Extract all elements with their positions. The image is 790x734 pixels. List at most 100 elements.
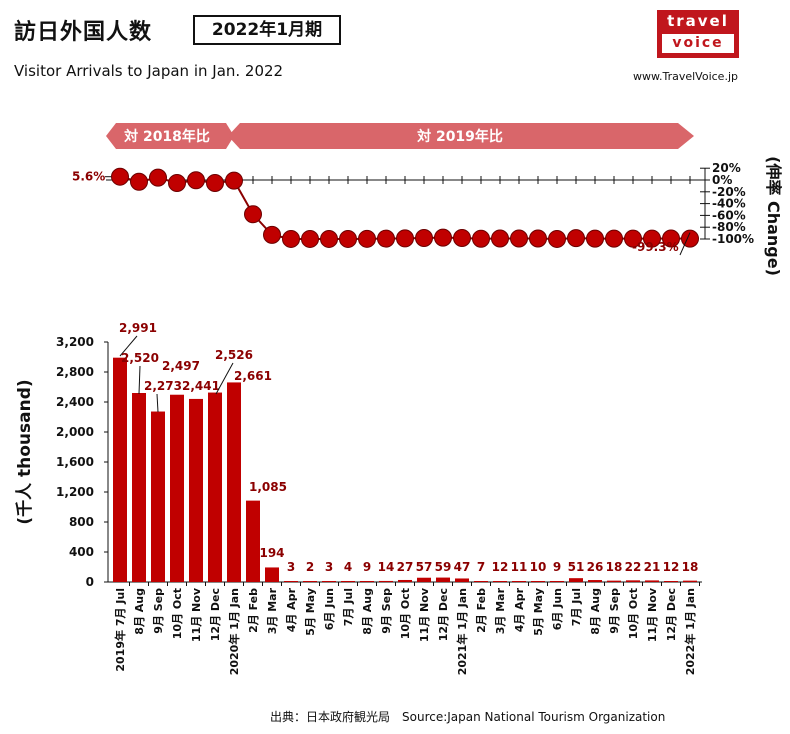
travelvoice-logo[interactable]: travel voice	[657, 10, 739, 58]
bar-y-tick-label: 3,200	[56, 335, 94, 349]
bar	[607, 580, 621, 582]
bar-x-category-label: 10月 Oct	[171, 588, 184, 639]
growth-point	[548, 229, 566, 248]
bar	[284, 581, 298, 582]
bar	[569, 578, 583, 582]
bar-x-category-label: 2月 Feb	[475, 588, 488, 633]
bar	[683, 580, 697, 582]
bar-x-category-label: 3月 Mar	[494, 587, 507, 634]
bar-value-label: 2,520	[121, 351, 159, 365]
bar-value-leader	[138, 365, 141, 395]
growth-point	[244, 205, 262, 224]
growth-label-last-leader	[679, 232, 691, 256]
growth-point	[415, 228, 433, 247]
site-url[interactable]: www.TravelVoice.jp	[633, 70, 738, 83]
bar	[151, 411, 165, 582]
bar-value-label: 3	[325, 560, 333, 574]
bar-x-category-label: 12月 Dec	[665, 588, 678, 641]
bar	[626, 580, 640, 582]
bar-value-label: 18	[682, 560, 699, 574]
bar	[436, 577, 450, 582]
bar-x-category-label: 10月 Oct	[627, 588, 640, 639]
bar-value-label: 12	[663, 560, 680, 574]
line-y-tick-label: 0%	[712, 173, 732, 187]
growth-label-first: 5.6%	[72, 170, 105, 184]
growth-point	[529, 229, 547, 248]
bar-x-category-label: 6月 Jun	[551, 588, 564, 630]
bar-x-category-label: 6月 Jun	[323, 588, 336, 630]
bar-x-category-label: 4月 Apr	[513, 587, 526, 632]
line-y-axis-label: (伸率 Change)	[764, 156, 783, 276]
growth-point	[111, 167, 129, 186]
bar-x-category-label: 9月 Sep	[380, 588, 393, 634]
bar-value-label: 2,441	[182, 379, 220, 393]
bar-x-category-label: 5月 May	[532, 588, 545, 636]
growth-point	[624, 229, 642, 248]
bar	[588, 580, 602, 582]
growth-point	[339, 229, 357, 248]
banner-2019	[228, 123, 694, 149]
line-y-tick-label: 20%	[712, 161, 741, 175]
growth-point	[567, 229, 585, 248]
bar-x-category-label: 9月 Sep	[608, 588, 621, 634]
bar	[455, 578, 469, 582]
bar	[303, 581, 317, 582]
bar	[645, 580, 659, 582]
bar-value-leader	[156, 393, 159, 413]
growth-point	[472, 229, 490, 248]
bar	[379, 580, 393, 582]
bar-x-category-label: 12月 Dec	[437, 588, 450, 641]
growth-point	[168, 173, 186, 192]
banner-2018	[106, 123, 234, 149]
bar-value-label: 2,273	[144, 379, 182, 393]
growth-point	[206, 173, 224, 192]
bar-value-label: 9	[553, 560, 561, 574]
bar-value-label: 1,085	[249, 480, 287, 494]
bar-value-leader	[119, 335, 138, 357]
bar-x-category-label: 2022年 1月 Jan	[683, 588, 697, 675]
period-badge: 2022年1月期	[193, 15, 341, 45]
growth-point	[396, 229, 414, 248]
bar-value-label: 51	[568, 560, 585, 574]
logo-line2-box: voice	[662, 34, 734, 53]
bar-value-label: 9	[363, 560, 371, 574]
banner-2019-label: 対 2019年比	[416, 128, 503, 145]
bar	[512, 581, 526, 582]
bar-value-label: 4	[344, 560, 352, 574]
bar	[474, 581, 488, 582]
bar-y-tick-label: 400	[69, 545, 94, 559]
bar	[531, 581, 545, 582]
growth-point	[149, 168, 167, 187]
bar	[550, 581, 564, 582]
bar	[189, 398, 203, 582]
line-y-tick-label: -20%	[712, 185, 746, 199]
bar-x-category-label: 2月 Feb	[247, 588, 260, 633]
bar-value-label: 10	[530, 560, 547, 574]
bar-value-label: 2,991	[119, 321, 157, 335]
bar	[132, 393, 146, 582]
bar-x-category-label: 11月 Nov	[418, 587, 431, 642]
growth-point	[187, 171, 205, 190]
growth-point	[510, 229, 528, 248]
growth-point	[358, 229, 376, 248]
bar-x-category-label: 9月 Sep	[152, 588, 165, 634]
bar-x-category-label: 2021年 1月 Jan	[455, 588, 469, 675]
growth-point	[130, 172, 148, 191]
bar-x-category-label: 8月 Aug	[589, 588, 602, 635]
bar-value-label: 22	[625, 560, 642, 574]
growth-point	[643, 229, 661, 248]
bar-x-category-label: 5月 May	[304, 588, 317, 636]
bar-value-label: 27	[397, 560, 414, 574]
bar	[398, 579, 412, 582]
bar-y-tick-label: 2,800	[56, 365, 94, 379]
growth-point	[301, 229, 319, 248]
bar-value-label: 18	[606, 560, 623, 574]
bar	[322, 581, 336, 582]
bar-value-label: 2,661	[234, 369, 272, 383]
growth-point	[263, 225, 281, 244]
growth-point	[377, 229, 395, 248]
growth-point	[605, 229, 623, 248]
bar	[341, 581, 355, 582]
bar-value-label: 21	[644, 560, 661, 574]
